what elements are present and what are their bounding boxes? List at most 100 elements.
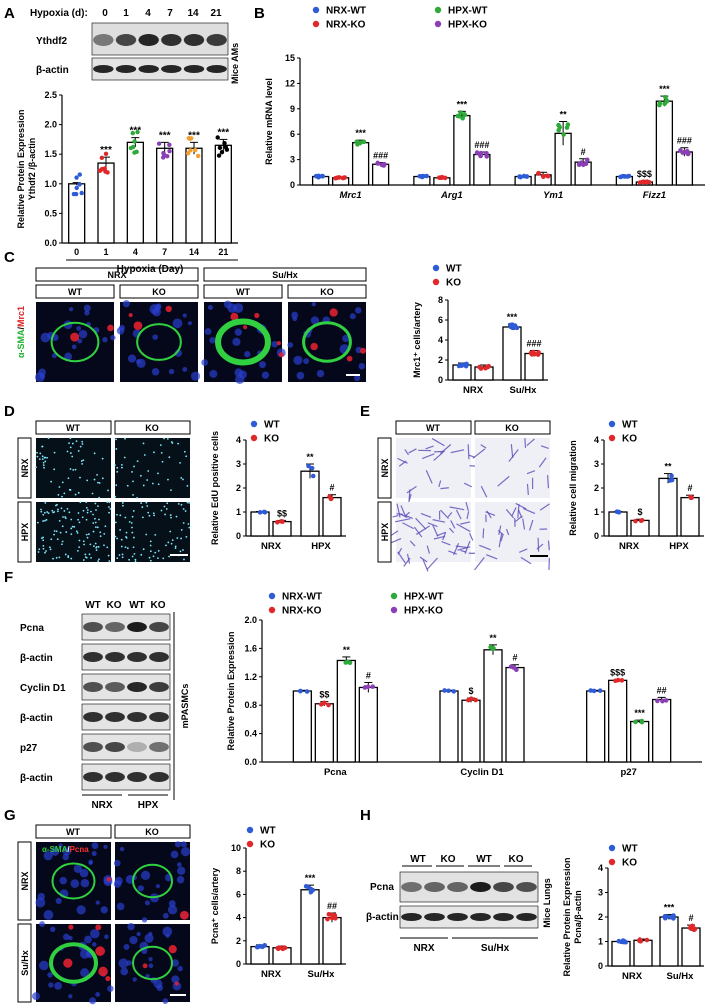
y-tick-label: 12 [285, 78, 295, 88]
side-label-mice-lungs: Mice Lungs [542, 878, 552, 928]
data-point [680, 150, 685, 155]
bar [322, 916, 342, 965]
legend-marker [432, 264, 440, 272]
e-col-ko: KO [505, 423, 519, 433]
legend-label: NRX-KO [326, 20, 366, 31]
bar [608, 679, 628, 763]
legend-label: HPX-WT [404, 592, 443, 603]
bar [314, 703, 334, 763]
data-point [370, 684, 375, 689]
y-tick-label: 3 [598, 888, 603, 898]
bar [473, 153, 491, 186]
sig-label: # [512, 653, 517, 663]
y-tick-label: 4 [598, 863, 603, 873]
data-point [597, 688, 603, 693]
data-point [655, 698, 660, 704]
data-point [99, 155, 105, 161]
y-tick-label: 4 [594, 435, 599, 445]
bar [630, 720, 650, 763]
data-point [565, 122, 571, 127]
y-axis-label-2: Ythdf2 /β-actin [27, 138, 37, 201]
sig-label: $$ [277, 508, 287, 518]
data-point [262, 509, 268, 515]
legend-marker [432, 278, 440, 286]
data-point [455, 113, 461, 119]
panel-label-g: G [4, 807, 16, 824]
data-point [257, 510, 263, 515]
legend-label: WT [622, 420, 638, 431]
sig-label: $$ [319, 690, 329, 700]
y-tick-label: 2.0 [244, 615, 257, 625]
bar [652, 698, 672, 763]
data-point [446, 688, 451, 694]
legend-label: WT [260, 826, 276, 837]
data-point [77, 182, 82, 187]
y-axis-label: Mrc1⁺ cells/artery [412, 302, 422, 378]
legend-marker [246, 840, 254, 848]
sig-label: # [687, 483, 692, 493]
data-point [456, 363, 462, 369]
legend-marker [608, 434, 616, 442]
x-tick-label: NRX [261, 969, 282, 980]
data-point [105, 170, 110, 175]
panel-h-blot: WT KO WT KO Pcna β-actin NRX Su/Hx Mice … [366, 854, 552, 954]
blot-day-0: 0 [102, 8, 108, 19]
data-point [451, 689, 457, 694]
sig-label: ### [677, 136, 692, 146]
bar [300, 889, 320, 965]
chart-e: 0 1 2 3 4 Relative cell migration $ NRX ** # HPX WT… [568, 420, 704, 552]
sig-label: ** [560, 110, 568, 120]
data-point [583, 161, 589, 167]
y-tick-label: 0.5 [44, 208, 57, 218]
chart-a: 0.0 0.5 1.0 1.5 2.0 2.5 Relative Protein Expre… [16, 90, 238, 275]
y-tick-label: 10 [231, 843, 241, 853]
panel-label-h: H [360, 807, 371, 824]
bar [461, 699, 481, 763]
legend-label: WT [446, 264, 462, 275]
y-tick-label: 2 [236, 483, 241, 493]
data-point [156, 141, 162, 146]
f-blot-row-2: Cyclin D1 [20, 683, 66, 694]
e-row-hpx: HPX [380, 523, 390, 542]
blot-day-21: 21 [210, 8, 222, 19]
data-point [325, 916, 330, 922]
data-point [224, 147, 230, 152]
data-point [185, 151, 191, 156]
y-tick-label: 6 [290, 129, 295, 139]
data-point [691, 927, 697, 933]
data-point [669, 473, 674, 479]
data-point [298, 688, 303, 694]
blot-day-4: 4 [145, 8, 151, 19]
legend-marker [250, 420, 258, 428]
sig-label: ** [306, 452, 314, 462]
f-lane-wt-2: WT [129, 600, 145, 611]
data-point [222, 141, 227, 146]
y-tick-label: 0 [598, 961, 603, 971]
data-point [186, 135, 191, 141]
panel-label-a: A [4, 5, 15, 22]
y-tick-label: 2 [438, 355, 443, 365]
data-point [529, 352, 535, 357]
legend-label: KO [622, 858, 637, 869]
data-point [333, 175, 338, 181]
g-col-ko: KO [145, 827, 159, 837]
panel-label-d: D [4, 403, 15, 420]
bar [322, 496, 342, 537]
data-point [541, 174, 546, 180]
y-axis-label: Relative Protein Expression [16, 109, 26, 228]
x-tick-label: NRX [261, 541, 282, 552]
legend-marker [434, 6, 442, 14]
data-point [464, 361, 469, 367]
y-tick-label: 2.0 [44, 120, 57, 130]
chart-g: 0 2 4 6 8 10 Pcna⁺ cells/artery NRX *** ## Su/Hx WT… [210, 826, 346, 980]
bar [611, 940, 631, 967]
data-point [491, 645, 496, 651]
x-tick-label: NRX [619, 541, 640, 552]
data-point [473, 697, 479, 703]
h-lane-ko-1: KO [441, 854, 456, 865]
panel-a-blot: Hypoxia (d): 0 1 4 7 14 21 Ythdf2 β-acti… [30, 8, 240, 84]
y-tick-label: 8 [438, 295, 443, 305]
data-point [341, 175, 346, 181]
x-tick-label: Arg1 [440, 190, 463, 201]
data-point [591, 688, 597, 694]
